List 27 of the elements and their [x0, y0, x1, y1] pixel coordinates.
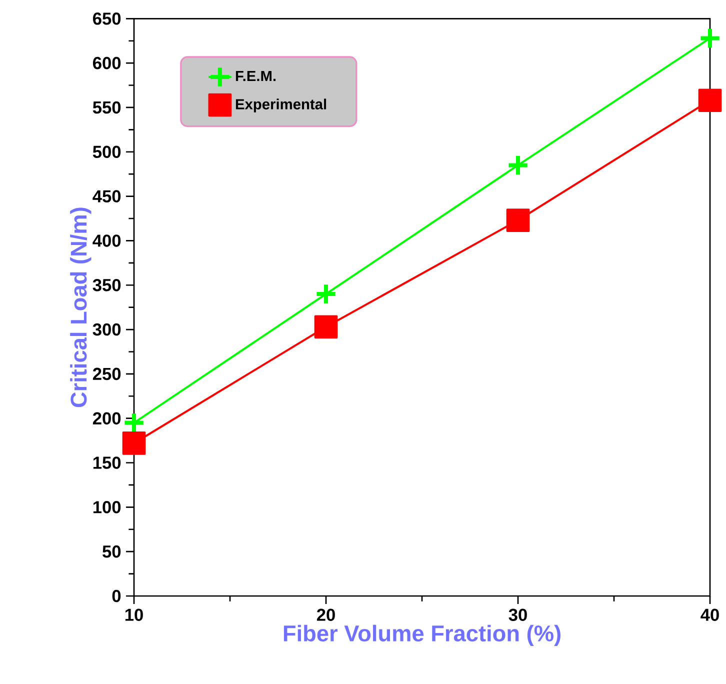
- y-tick-label: 350: [92, 278, 121, 292]
- y-tick-label: 0: [112, 590, 121, 602]
- point: [314, 315, 338, 339]
- x-tick-label: 20: [316, 608, 335, 621]
- y-tick-label: 600: [92, 56, 121, 70]
- point: [506, 208, 530, 232]
- x-tick-label: 30: [508, 608, 527, 621]
- y-tick-label: 400: [92, 234, 121, 247]
- y-tick-label: 200: [92, 412, 121, 424]
- y-tick-label: 150: [93, 456, 121, 469]
- y-tick-label: 300: [92, 323, 121, 336]
- y-tick-label: 50: [102, 545, 121, 558]
- y-tick-label: 550: [92, 101, 121, 114]
- point: [314, 282, 338, 306]
- x-tick-label: 10: [125, 608, 143, 621]
- y-tick-label: 650: [92, 12, 121, 25]
- legend-label: Experimental: [236, 98, 326, 112]
- y-tick-label: 500: [92, 146, 121, 158]
- y-tick-label: 100: [93, 501, 121, 514]
- y-tick-label: 250: [92, 368, 121, 380]
- legend-label: F.E.M.: [236, 70, 276, 82]
- y-tick-label: 450: [92, 190, 121, 202]
- x-axis-title: Fiber Volume Fraction (%): [284, 624, 560, 646]
- point: [122, 432, 146, 455]
- y-axis-title: Critical Load (N/m): [70, 208, 92, 408]
- point: [698, 88, 722, 112]
- x-tick-label: 40: [700, 608, 719, 621]
